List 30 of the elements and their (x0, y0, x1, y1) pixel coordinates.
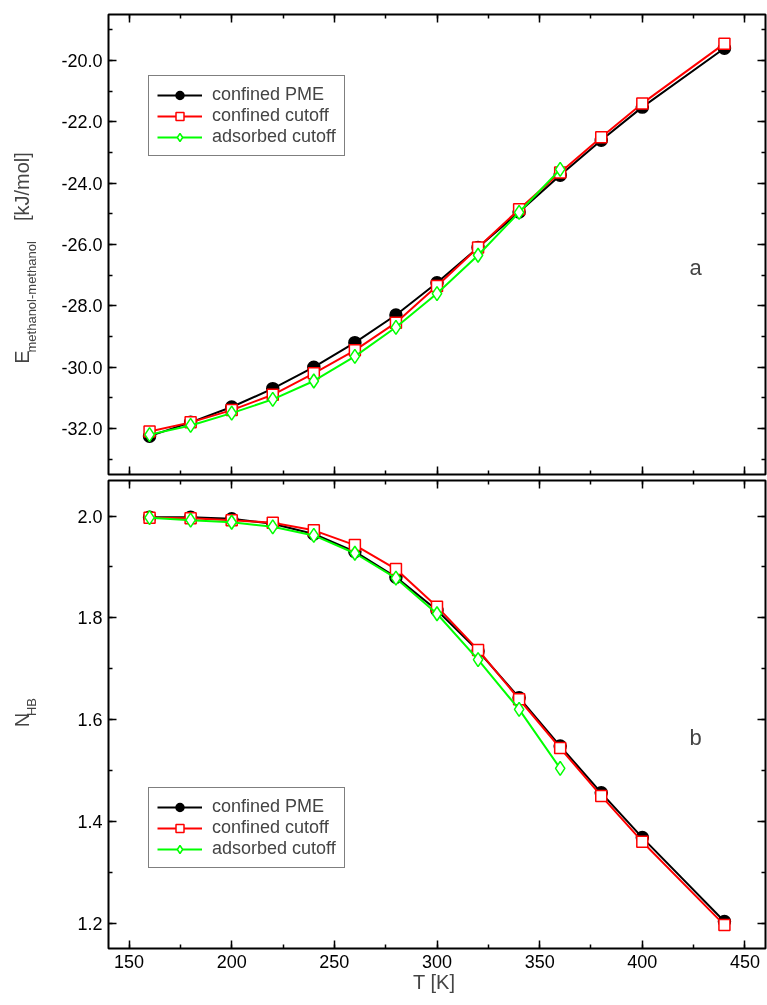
x-tick-label: 300 (421, 951, 453, 972)
x-tick-label: 450 (729, 951, 760, 972)
x-tick-label: 250 (319, 951, 350, 972)
y-tick-label: 1.6 (77, 710, 103, 731)
y-tick-label: -20.0 (61, 51, 103, 71)
x-tick-label: 400 (627, 951, 658, 972)
annotation: b (689, 725, 702, 751)
legend-label: confined cutoff (212, 817, 329, 838)
x-tick-label: 200 (216, 951, 247, 972)
text: Emethanol-methanol [kJ/mol] (10, 152, 39, 364)
legend-label: confined PME (212, 796, 325, 817)
legend-label: confined cutoff (212, 105, 329, 126)
y-tick-label: 1.2 (77, 913, 103, 934)
y-axis-title: NHB (10, 698, 39, 728)
legend-label: adsorbed cutoff (212, 126, 336, 147)
y-tick-label: -28.0 (61, 296, 103, 317)
y-tick-label: 1.4 (77, 811, 103, 832)
x-tick-label: 150 (114, 951, 145, 972)
y-tick-label: -30.0 (61, 357, 103, 378)
y-tick-label: 1.8 (77, 608, 103, 629)
y-tick-label: 2.0 (77, 506, 103, 527)
legend-label: confined PME (212, 84, 325, 105)
legend-label: adsorbed cutoff (212, 838, 336, 859)
y-tick-label: -26.0 (61, 235, 103, 255)
x-tick-label: 350 (524, 951, 555, 972)
x-axis-title: T [K] (413, 970, 455, 993)
y-tick-label: -22.0 (61, 112, 103, 133)
y-tick-label: -24.0 (61, 173, 103, 194)
y-tick-label: -32.0 (61, 419, 103, 439)
annotation: a (689, 255, 703, 280)
